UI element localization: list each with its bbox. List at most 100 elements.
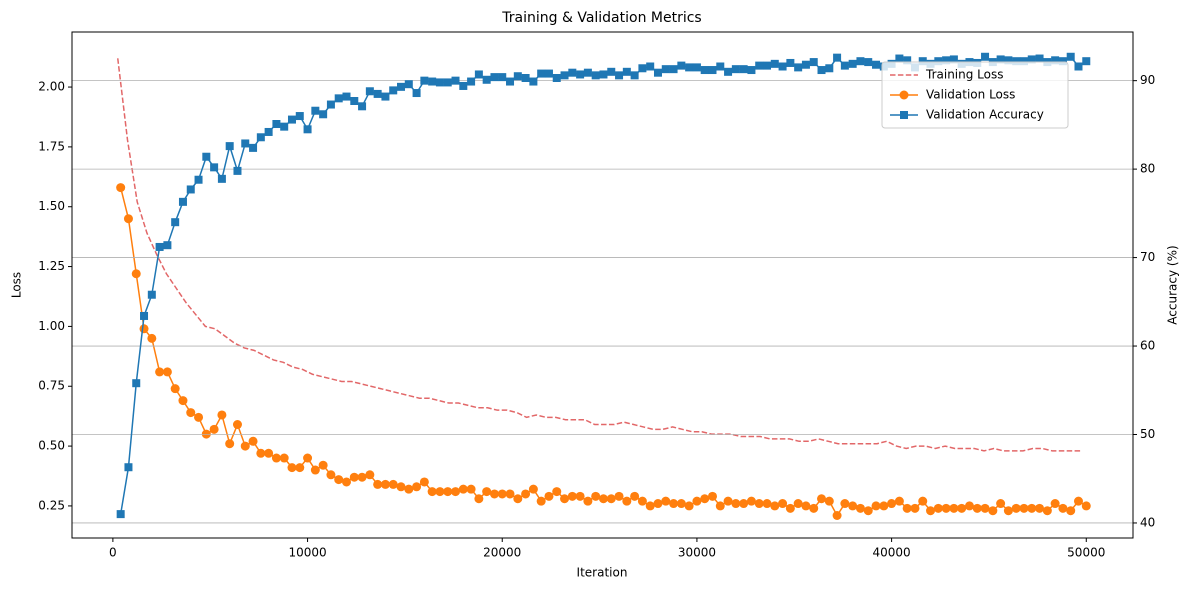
point — [139, 324, 149, 334]
point — [848, 501, 858, 511]
point — [887, 499, 897, 509]
y2-tick-label: 50 — [1140, 427, 1155, 441]
y-tick-label: 0.25 — [38, 498, 65, 512]
point — [256, 448, 266, 458]
point — [443, 78, 452, 87]
point — [692, 496, 702, 506]
point — [536, 496, 546, 506]
point — [380, 479, 390, 489]
point — [591, 71, 600, 80]
point — [123, 214, 133, 224]
point — [537, 69, 546, 78]
point — [848, 59, 857, 68]
y2-tick-label: 90 — [1140, 73, 1155, 87]
point — [864, 58, 873, 67]
point — [240, 441, 250, 451]
point — [684, 501, 694, 511]
point — [692, 63, 701, 72]
point — [855, 503, 865, 513]
point — [840, 61, 849, 70]
point — [708, 66, 717, 75]
point — [162, 367, 172, 377]
point — [271, 453, 281, 463]
point — [256, 133, 265, 142]
chart-title: Training & Validation Metrics — [501, 10, 701, 26]
point — [615, 71, 624, 80]
point — [560, 71, 569, 80]
point — [755, 61, 764, 70]
point — [778, 499, 788, 509]
point — [716, 62, 725, 71]
legend-label: Validation Accuracy — [926, 108, 1044, 122]
point — [677, 61, 686, 70]
point — [817, 66, 826, 75]
point — [318, 460, 328, 470]
point — [381, 92, 390, 101]
point — [544, 491, 554, 501]
point — [186, 408, 196, 418]
point — [341, 477, 351, 487]
point — [1012, 57, 1021, 66]
point — [560, 494, 570, 504]
point — [513, 494, 523, 504]
y-tick-label: 1.75 — [38, 139, 65, 153]
point — [707, 491, 717, 501]
point — [739, 65, 748, 74]
point — [451, 76, 460, 85]
point — [412, 482, 422, 492]
point — [287, 463, 297, 473]
point — [202, 152, 211, 161]
point — [762, 499, 772, 509]
point — [661, 496, 671, 506]
point — [435, 487, 445, 497]
point — [132, 379, 141, 388]
point — [552, 74, 561, 82]
point — [957, 503, 967, 513]
point — [840, 499, 850, 509]
point — [209, 424, 219, 434]
point — [287, 115, 296, 124]
point — [552, 487, 562, 497]
point — [498, 73, 507, 82]
point — [544, 69, 553, 78]
point — [949, 503, 959, 513]
point — [342, 92, 351, 101]
series-line — [119, 187, 1087, 517]
point — [1003, 506, 1013, 516]
point — [606, 494, 616, 504]
point — [568, 68, 577, 77]
point — [458, 484, 468, 494]
point — [474, 70, 483, 79]
point — [676, 499, 686, 509]
point — [575, 491, 585, 501]
point — [833, 53, 842, 62]
point — [147, 333, 157, 343]
point — [1004, 56, 1013, 65]
point — [241, 139, 250, 148]
point — [622, 496, 632, 506]
point — [295, 112, 304, 121]
point — [264, 127, 273, 136]
point — [373, 479, 383, 489]
point — [988, 506, 998, 516]
point — [918, 57, 927, 66]
point — [996, 499, 1006, 509]
y-tick-label: 1.50 — [38, 199, 65, 213]
point — [217, 410, 227, 420]
point — [1035, 503, 1045, 513]
point — [801, 60, 810, 69]
point — [1058, 57, 1067, 66]
point — [700, 494, 710, 504]
point — [669, 499, 679, 509]
point — [326, 100, 335, 109]
point — [863, 506, 873, 516]
point — [785, 503, 795, 513]
point — [443, 487, 453, 497]
point — [124, 463, 133, 472]
point — [614, 491, 624, 501]
point — [794, 63, 803, 72]
point — [599, 70, 608, 79]
point — [778, 62, 787, 71]
point — [770, 59, 779, 68]
